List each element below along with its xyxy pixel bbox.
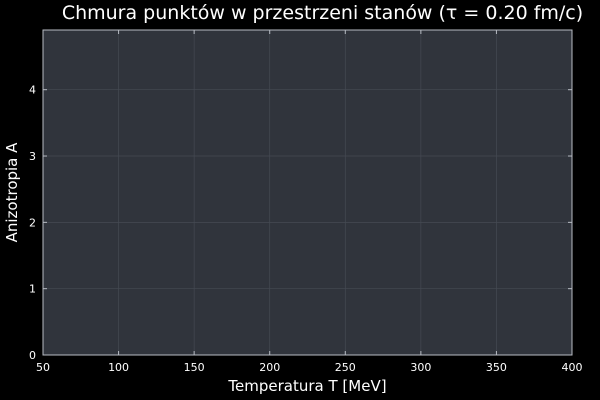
x-tick-label: 400 xyxy=(562,361,583,374)
y-axis-label: Anizotropia A xyxy=(3,142,21,243)
y-tick-label: 1 xyxy=(29,283,36,296)
x-tick-label: 50 xyxy=(36,361,50,374)
y-tick-label: 0 xyxy=(29,349,36,362)
x-axis-label: Temperatura T [MeV] xyxy=(227,377,386,395)
plot-frame xyxy=(42,29,573,356)
x-tick-label: 250 xyxy=(335,361,356,374)
y-tick-label: 3 xyxy=(29,150,36,163)
x-tick-label: 100 xyxy=(108,361,129,374)
tick-labels: 50 100 150 200 250 300 350 400 0 1 2 3 4 xyxy=(29,84,583,374)
x-tick-label: 300 xyxy=(410,361,431,374)
y-tick-label: 2 xyxy=(29,216,36,229)
x-tick-label: 150 xyxy=(184,361,205,374)
axes xyxy=(42,29,573,356)
y-tick-label: 4 xyxy=(29,84,36,97)
x-tick-label: 200 xyxy=(259,361,280,374)
chart-title: Chmura punktów w przestrzeni stanów (τ =… xyxy=(62,2,583,24)
x-tick-label: 350 xyxy=(486,361,507,374)
plot-area xyxy=(43,30,572,355)
